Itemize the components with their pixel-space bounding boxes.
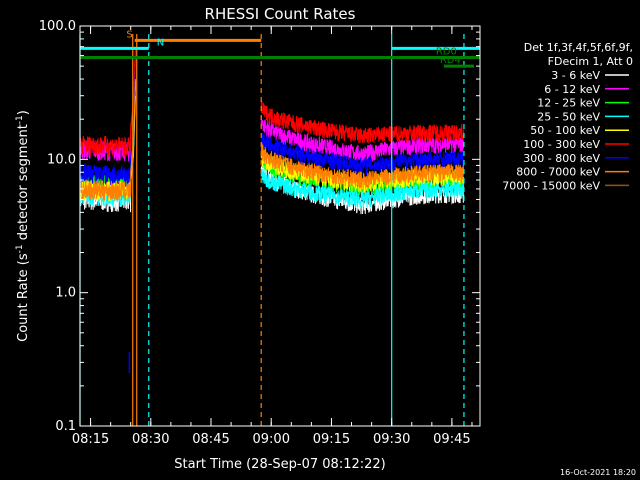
y-tick-label: 100.0 <box>39 19 76 34</box>
y-axis-label-tail: detector segment <box>16 124 31 244</box>
flag-label: RD0 <box>436 47 457 58</box>
legend-entry-label: 800 - 7000 keV <box>516 166 600 179</box>
legend-entry-label: 300 - 800 keV <box>523 152 600 165</box>
legend-header-2: FDecim 1, Att 0 <box>548 55 633 68</box>
x-tick-label: 09:15 <box>313 432 350 447</box>
x-axis-ticks: 08:15 08:30 08:45 09:00 09:15 09:30 09:45 <box>72 26 473 447</box>
legend-entry-label: 3 - 6 keV <box>551 69 600 82</box>
series-line-late <box>260 133 465 176</box>
x-tick-label: 08:15 <box>72 432 109 447</box>
x-axis-label: Start Time (28-Sep-07 08:12:22) <box>174 457 385 472</box>
flag-label: S <box>126 29 132 40</box>
y-axis-label-sup2: -1 <box>15 115 25 124</box>
series-line-late <box>260 168 465 208</box>
x-tick-label: 09:30 <box>373 432 410 447</box>
series-line-late <box>260 150 465 193</box>
legend-entry-label: 6 - 12 keV <box>544 83 600 96</box>
timestamp: 16-Oct-2021 18:20 <box>560 468 636 477</box>
legend: Det 1f,3f,4f,5f,6f,9f, FDecim 1, Att 0 3… <box>502 41 633 192</box>
y-axis-label-close: ) <box>16 110 31 115</box>
y-axis-label: Count Rate (s-1 detector segment-1) <box>15 110 31 342</box>
y-axis-label-main: Count Rate (s <box>16 253 31 342</box>
y-tick-label: 1.0 <box>55 286 76 301</box>
chart-title: RHESSI Count Rates <box>205 5 356 23</box>
plot-frame <box>79 25 481 427</box>
legend-header-1: Det 1f,3f,4f,5f,6f,9f, <box>524 41 633 54</box>
x-tick-label: 09:45 <box>433 432 470 447</box>
flag-label: RD4 <box>440 55 461 66</box>
legend-entry-label: 25 - 50 keV <box>537 110 600 123</box>
series-line-early <box>79 79 136 201</box>
legend-entry-label: 12 - 25 keV <box>537 97 600 110</box>
series-line-late <box>260 115 465 163</box>
y-tick-label: 10.0 <box>47 152 76 167</box>
flag-label: N <box>157 37 164 48</box>
series-line-early <box>79 46 136 158</box>
legend-entry-label: 7000 - 15000 keV <box>502 179 600 192</box>
y-axis-label-sup: -1 <box>15 244 25 253</box>
y-axis-ticks: 0.1 1.0 10.0 100.0 <box>39 19 480 434</box>
legend-entry-label: 50 - 100 keV <box>530 124 600 137</box>
x-tick-label: 08:30 <box>132 432 169 447</box>
y-tick-label: 0.1 <box>55 419 76 434</box>
x-tick-label: 09:00 <box>253 432 290 447</box>
legend-entry-label: 100 - 300 keV <box>523 138 600 151</box>
series-group <box>79 46 465 373</box>
series-line-late <box>260 142 465 190</box>
series-line-late <box>260 100 465 144</box>
series-line-late <box>260 164 465 215</box>
series-line-early <box>79 66 136 187</box>
x-tick-label: 08:45 <box>192 432 229 447</box>
